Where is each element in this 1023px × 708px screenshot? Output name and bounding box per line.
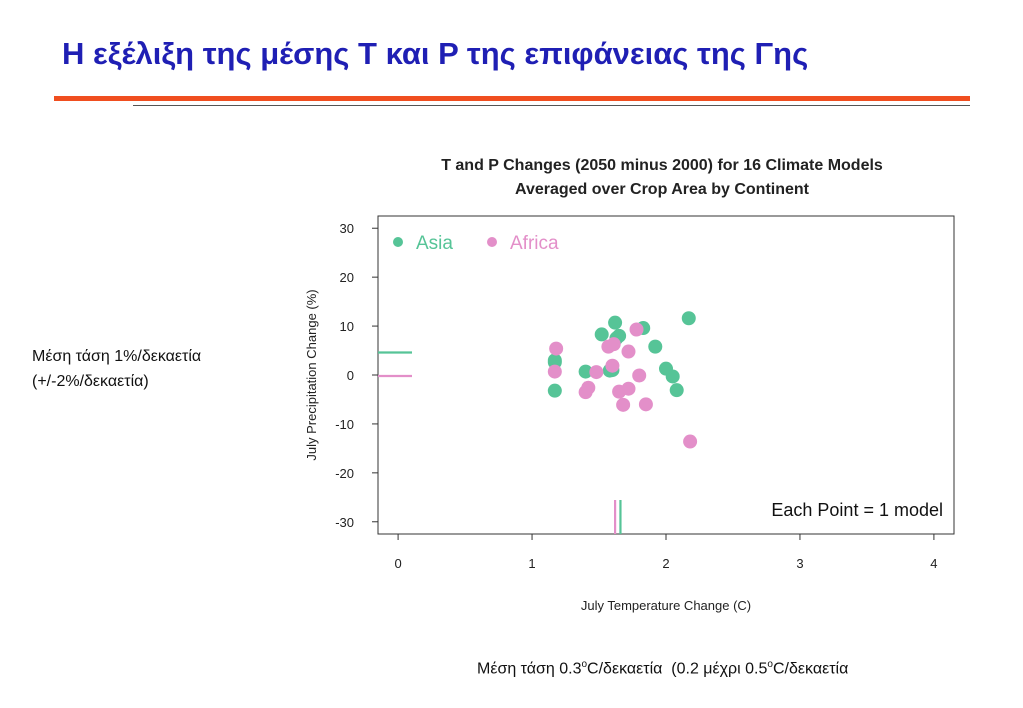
y-tick-label: -10 <box>335 417 354 432</box>
africa-point <box>581 380 596 395</box>
africa-point <box>638 397 653 412</box>
chart-title-line1: T and P Changes (2050 minus 2000) for 16… <box>441 157 883 174</box>
africa-point <box>621 381 636 396</box>
scatter-chart: T and P Changes (2050 minus 2000) for 16… <box>304 157 955 613</box>
asia-legend-marker <box>393 237 403 247</box>
x-tick-label: 1 <box>528 556 535 571</box>
africa-point <box>549 341 564 356</box>
y-axis-label: July Precipitation Change (%) <box>304 289 319 460</box>
africa-point <box>632 368 647 383</box>
y-tick-label: 0 <box>347 368 354 383</box>
x-tick-label: 0 <box>394 556 401 571</box>
africa-point <box>616 397 631 412</box>
x-tick-label: 2 <box>662 556 669 571</box>
africa-point <box>605 358 620 373</box>
africa-point <box>606 337 621 352</box>
degree-sup-2: o <box>767 659 773 670</box>
x-tick-label: 4 <box>930 556 937 571</box>
chart-title-line2: Averaged over Crop Area by Continent <box>515 181 810 198</box>
asia-point <box>547 383 562 398</box>
asia-point <box>608 315 623 330</box>
africa-legend-label: Africa <box>510 233 559 254</box>
y-tick-label: 30 <box>340 221 354 236</box>
precipitation-trend-line2: (+/-2%/δεκαετία) <box>32 373 149 390</box>
precipitation-trend-note: Μέση τάση 1%/δεκαετία (+/-2%/δεκαετία) <box>32 344 201 394</box>
asia-point <box>594 327 609 342</box>
x-axis-label: July Temperature Change (C) <box>581 598 751 613</box>
asia-point <box>681 311 696 326</box>
title-underline-thick <box>54 96 970 101</box>
y-tick-label: -20 <box>335 466 354 481</box>
x-tick-label: 3 <box>796 556 803 571</box>
marks-layer <box>378 311 698 534</box>
africa-point <box>621 344 636 359</box>
africa-point <box>589 365 604 380</box>
slide-title: Η εξέλιξη της μέσης T και P της επιφάνει… <box>62 36 809 71</box>
africa-legend-marker <box>487 237 497 247</box>
asia-point <box>578 364 593 379</box>
asia-point <box>648 339 663 354</box>
temperature-trend-part-a: Μέση τάση 0.3 <box>477 660 582 678</box>
africa-point <box>629 322 644 337</box>
degree-sup-1: o <box>581 659 588 670</box>
axes-layer: 0 1 2 3 4 -30 -20 -10 0 10 20 30 <box>335 221 937 571</box>
precipitation-trend-line1: Μέση τάση 1%/δεκαετία <box>32 348 202 365</box>
temperature-trend-note: Μέση τάση 0.3oC/δεκαετία (0.2 μέχρι 0.5o… <box>477 659 848 678</box>
temperature-trend-part-c: C/δεκαετία <box>772 660 849 678</box>
asia-point <box>669 383 684 398</box>
africa-point <box>683 434 698 449</box>
temperature-trend-part-b: C/δεκαετία (0.2 μέχρι 0.5 <box>587 660 768 678</box>
y-tick-label: 10 <box>340 319 354 334</box>
chart-annotation: Each Point = 1 model <box>771 500 943 520</box>
y-tick-label: 20 <box>340 270 354 285</box>
africa-point <box>547 364 562 379</box>
title-underline-thin <box>133 105 970 106</box>
legend: Asia Africa <box>393 233 559 254</box>
asia-point <box>665 369 680 384</box>
y-tick-label: -30 <box>335 515 354 530</box>
asia-legend-label: Asia <box>416 233 453 254</box>
